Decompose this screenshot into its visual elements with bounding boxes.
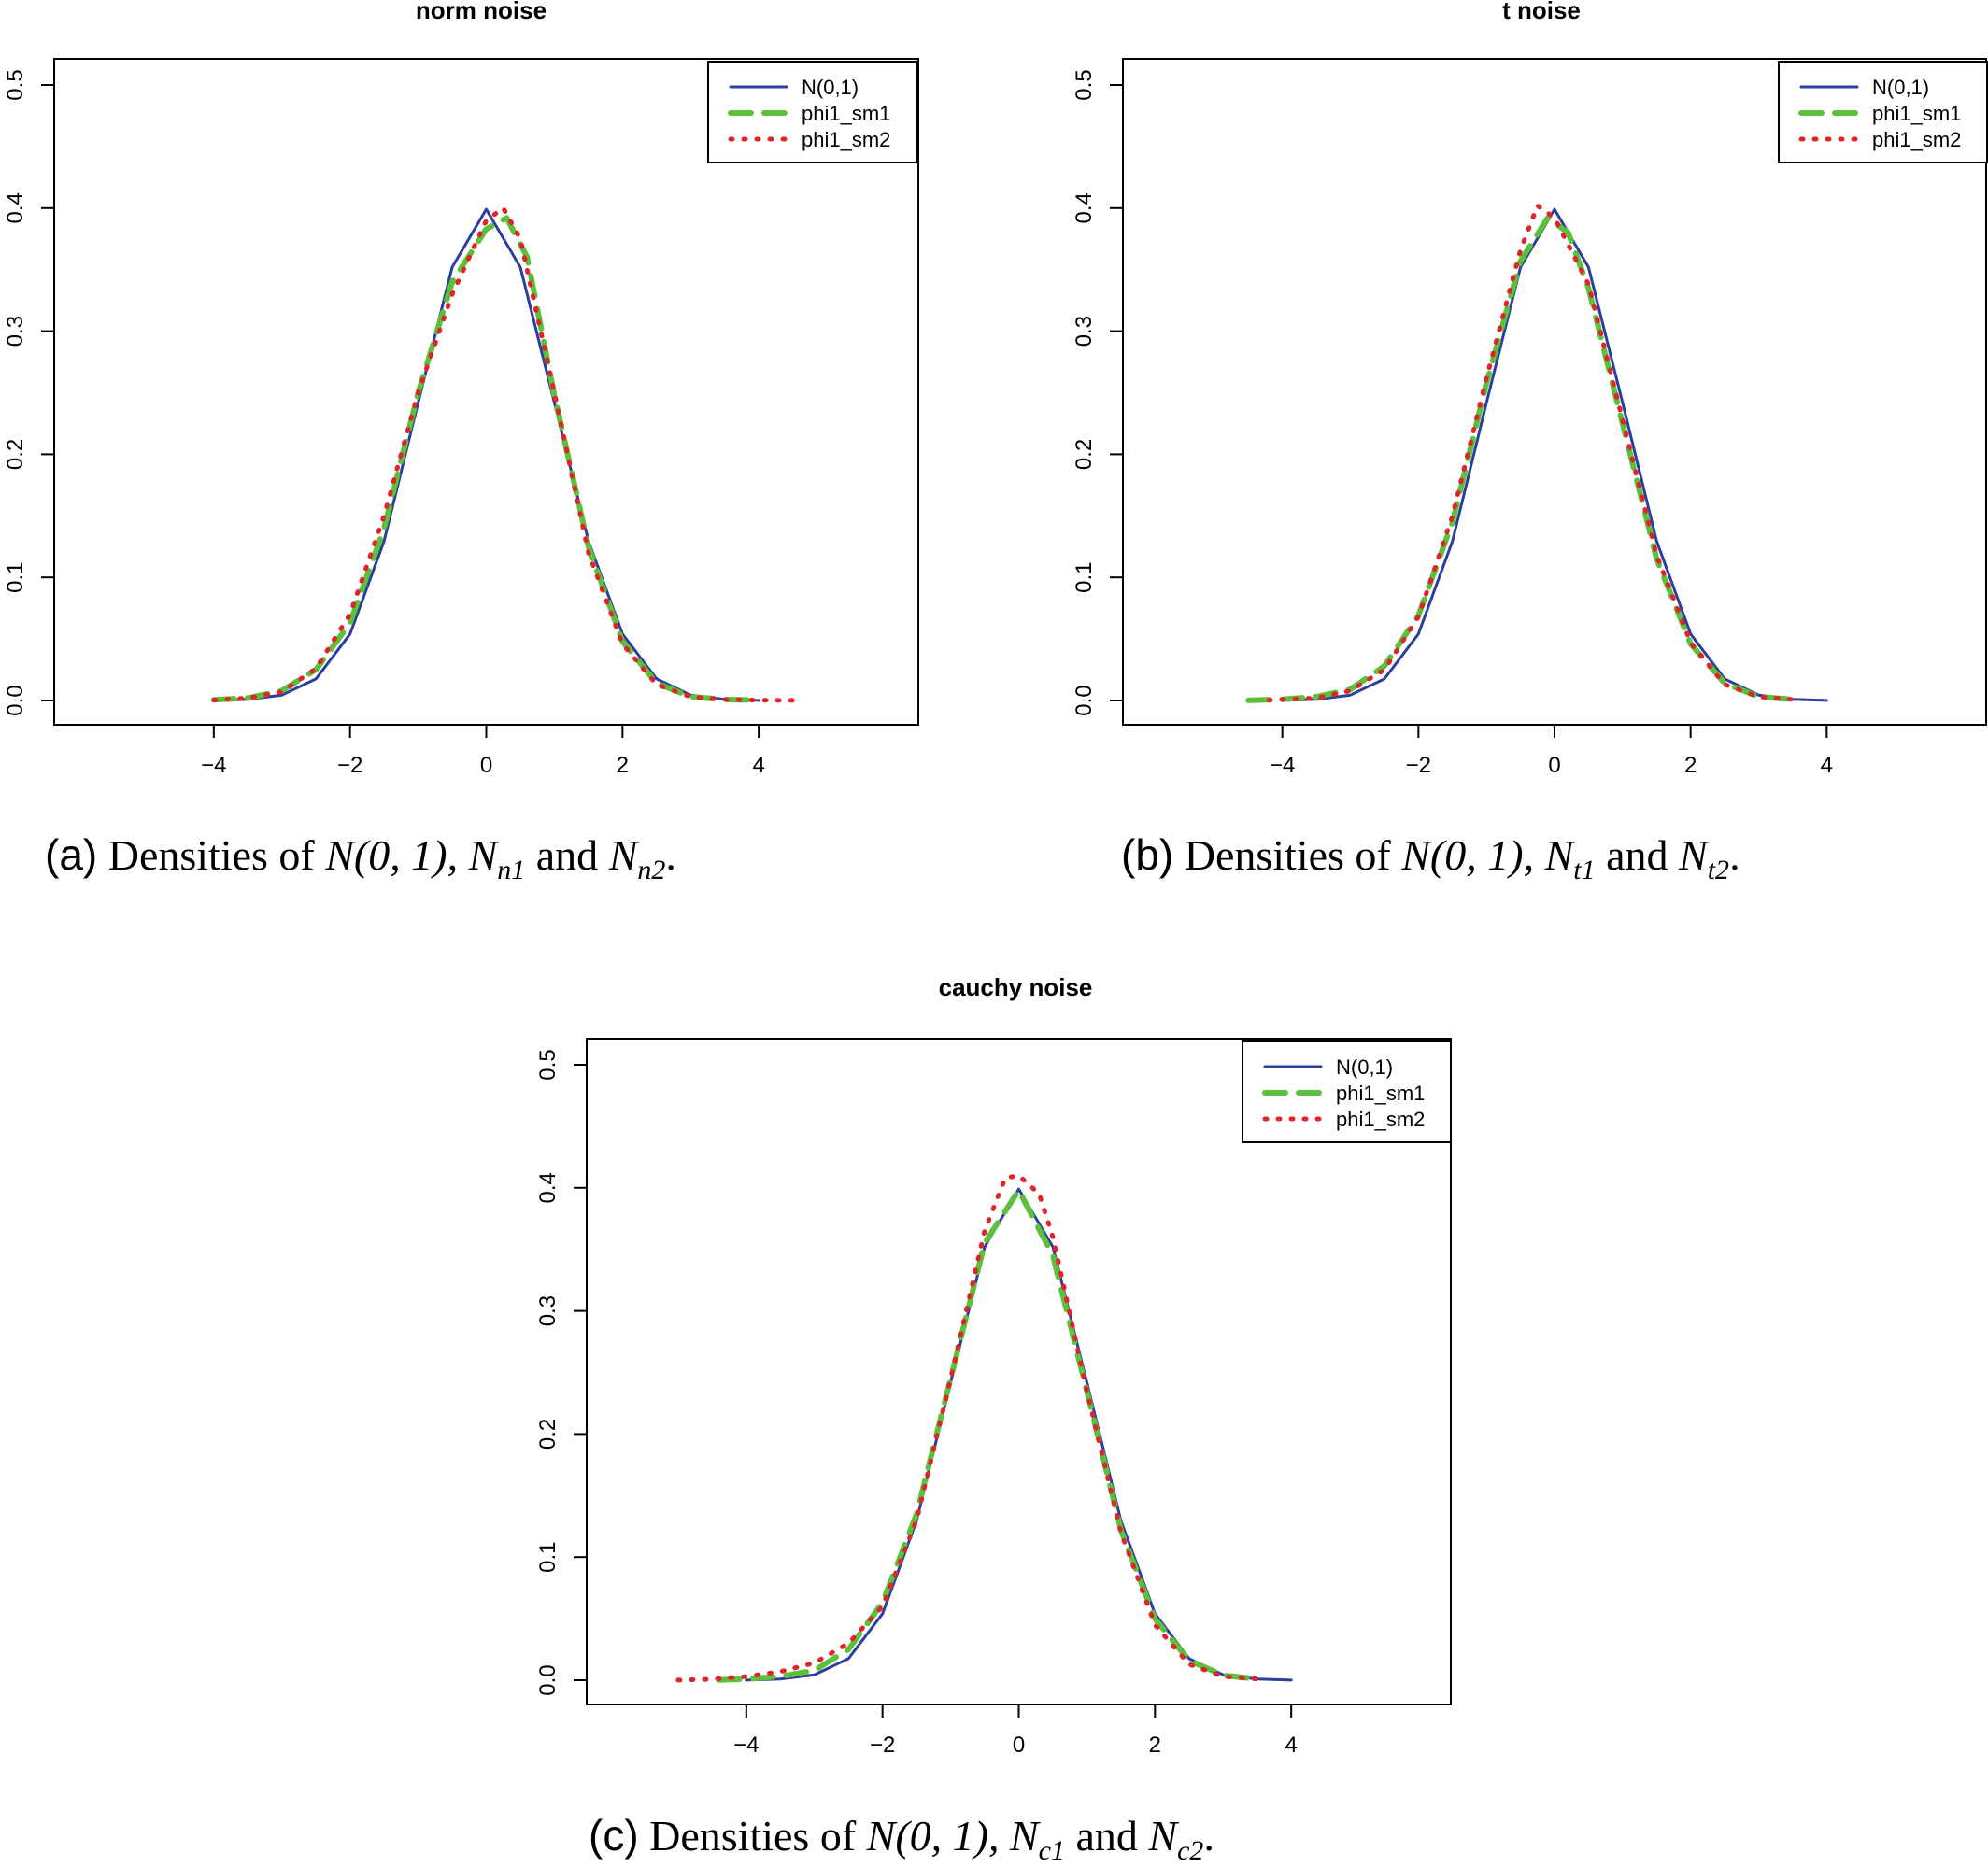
legend: N(0,1) phi1_sm1 phi1_sm2 bbox=[1242, 1040, 1452, 1143]
x-tick-label: −2 bbox=[337, 753, 362, 778]
caption-subscript: t2 bbox=[1707, 855, 1730, 885]
caption-dist: N(0, 1), bbox=[325, 831, 459, 879]
caption-end: . bbox=[1729, 831, 1740, 879]
x-tick-label: 0 bbox=[1548, 753, 1560, 778]
caption-symbol: N bbox=[1679, 831, 1708, 879]
legend-label: N(0,1) bbox=[1336, 1055, 1393, 1079]
caption-subscript: n2 bbox=[637, 855, 666, 885]
y-tick-label: 0.2 bbox=[535, 1419, 561, 1450]
chart-panel-c: cauchy noise −4 −2 0 2 4 0.0 0.1 0.2 0.3 0.4 0.5 N(0… bbox=[535, 973, 1452, 1758]
y-tick-label: 0.5 bbox=[3, 69, 28, 100]
legend-label: phi1_sm2 bbox=[1872, 128, 1961, 151]
series-line-phi1-sm2 bbox=[675, 1173, 1260, 1683]
series-line-n-0-1- bbox=[1281, 207, 1828, 702]
caption-subscript: c2 bbox=[1177, 1835, 1204, 1866]
legend-label: N(0,1) bbox=[1872, 76, 1929, 99]
series-line-n-0-1- bbox=[745, 1187, 1293, 1682]
caption-label: (a) bbox=[45, 830, 98, 879]
legend-label: N(0,1) bbox=[802, 76, 859, 99]
y-tick-label: 0.1 bbox=[3, 562, 28, 593]
y-tick-label: 0.3 bbox=[1072, 316, 1097, 347]
y-tick-label: 0.4 bbox=[3, 192, 28, 223]
caption-and: and bbox=[535, 831, 599, 879]
y-tick-label: 0.1 bbox=[1072, 562, 1097, 593]
y-tick-label: 0.2 bbox=[3, 439, 28, 470]
chart-title: t noise bbox=[1502, 0, 1581, 24]
x-tick-label: 4 bbox=[1821, 753, 1833, 778]
legend-label: phi1_sm2 bbox=[802, 128, 890, 151]
chart-title: cauchy noise bbox=[939, 973, 1093, 1001]
caption-symbol: N bbox=[608, 831, 638, 879]
x-tick-label: −2 bbox=[1406, 753, 1431, 778]
x-tick-label: −4 bbox=[733, 1733, 759, 1758]
y-tick-label: 0.5 bbox=[535, 1049, 561, 1080]
series-line-phi1-sm1 bbox=[716, 1187, 1260, 1683]
y-tick-label: 0.0 bbox=[3, 685, 28, 715]
caption-and: and bbox=[1075, 1812, 1138, 1860]
caption-text: Densities of bbox=[107, 831, 315, 879]
legend-label: phi1_sm1 bbox=[802, 102, 890, 125]
caption-symbol: N bbox=[468, 831, 498, 879]
caption-label: (c) bbox=[589, 1811, 639, 1860]
series-line-phi1-sm2 bbox=[1266, 203, 1796, 703]
legend: N(0,1) phi1_sm1 phi1_sm2 bbox=[1778, 61, 1988, 163]
y-axis: 0.0 0.1 0.2 0.3 0.4 0.5 bbox=[535, 1049, 587, 1696]
caption-c: (c) Densities of N(0, 1), Nc1 and Nc2. bbox=[589, 1810, 1214, 1867]
caption-symbol: N bbox=[1009, 1812, 1039, 1860]
caption-label: (b) bbox=[1121, 830, 1174, 879]
caption-b: (b) Densities of N(0, 1), Nt1 and Nt2. bbox=[1121, 829, 1740, 886]
y-tick-label: 0.1 bbox=[535, 1542, 561, 1573]
y-tick-label: 0.3 bbox=[535, 1295, 561, 1326]
caption-text: Densities of bbox=[649, 1812, 857, 1860]
chart-panel-b: t noise −4 −2 0 2 4 0.0 0.1 0.2 0.3 0.4 0.5 N(0,1) ph… bbox=[1072, 0, 1988, 778]
legend-label: phi1_sm1 bbox=[1872, 102, 1961, 125]
y-tick-label: 0.0 bbox=[535, 1664, 561, 1695]
x-tick-label: 4 bbox=[752, 753, 764, 778]
chart-panel-a: norm noise −4 −2 0 2 4 0.0 0.1 0.2 0.3 0.4 0.5 N(0,1… bbox=[3, 0, 919, 778]
y-tick-label: 0.4 bbox=[535, 1172, 561, 1203]
caption-symbol: N bbox=[1148, 1812, 1178, 1860]
series-line-n-0-1- bbox=[212, 207, 760, 702]
y-tick-label: 0.0 bbox=[1072, 685, 1097, 715]
legend: N(0,1) phi1_sm1 phi1_sm2 bbox=[707, 61, 917, 163]
series-line-phi1-sm1 bbox=[210, 215, 762, 703]
caption-symbol: N bbox=[1544, 831, 1574, 879]
caption-subscript: t1 bbox=[1573, 855, 1596, 885]
x-tick-label: −4 bbox=[1270, 753, 1295, 778]
chart-title: norm noise bbox=[416, 0, 547, 24]
x-axis: −4 −2 0 2 4 bbox=[1270, 724, 1833, 778]
caption-subscript: n1 bbox=[497, 855, 526, 885]
caption-end: . bbox=[665, 831, 676, 879]
y-axis: 0.0 0.1 0.2 0.3 0.4 0.5 bbox=[3, 69, 54, 716]
y-tick-label: 0.3 bbox=[3, 316, 28, 347]
series-line-phi1-sm1 bbox=[1245, 215, 1796, 703]
x-tick-label: 2 bbox=[1149, 1733, 1161, 1758]
x-axis: −4 −2 0 2 4 bbox=[201, 724, 765, 778]
series-line-phi1-sm2 bbox=[211, 205, 796, 703]
x-axis: −4 −2 0 2 4 bbox=[733, 1704, 1298, 1758]
x-tick-label: 2 bbox=[1684, 753, 1697, 778]
caption-dist: N(0, 1), bbox=[866, 1812, 1000, 1860]
caption-end: . bbox=[1203, 1812, 1214, 1860]
caption-a: (a) Densities of N(0, 1), Nn1 and Nn2. bbox=[45, 829, 676, 886]
caption-and: and bbox=[1606, 831, 1668, 879]
y-tick-label: 0.2 bbox=[1072, 439, 1097, 470]
x-tick-label: 4 bbox=[1285, 1733, 1297, 1758]
legend-label: phi1_sm1 bbox=[1336, 1082, 1425, 1105]
caption-subscript: c1 bbox=[1038, 1835, 1065, 1866]
y-axis: 0.0 0.1 0.2 0.3 0.4 0.5 bbox=[1072, 69, 1123, 716]
x-tick-label: 2 bbox=[617, 753, 629, 778]
x-tick-label: 0 bbox=[480, 753, 492, 778]
x-tick-label: −4 bbox=[201, 753, 226, 778]
y-tick-label: 0.4 bbox=[1072, 192, 1097, 223]
x-tick-label: 0 bbox=[1013, 1733, 1025, 1758]
legend-label: phi1_sm2 bbox=[1336, 1108, 1425, 1131]
caption-text: Densities of bbox=[1184, 831, 1391, 879]
y-tick-label: 0.5 bbox=[1072, 69, 1097, 100]
caption-dist: N(0, 1), bbox=[1401, 831, 1535, 879]
x-tick-label: −2 bbox=[870, 1733, 895, 1758]
